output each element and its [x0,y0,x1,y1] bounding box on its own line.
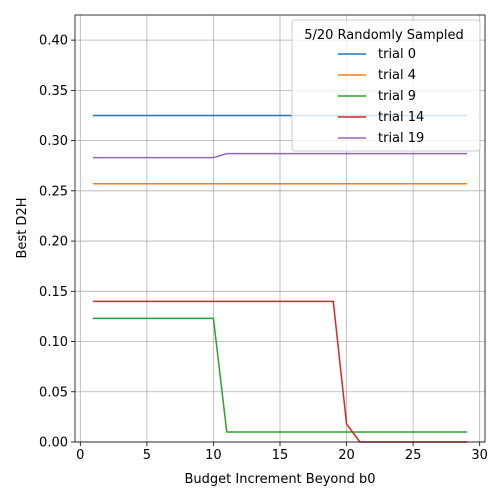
y-tick-label: 0.30 [39,134,68,149]
x-axis-ticks: 0 5 10 15 20 25 30 [76,442,488,463]
y-tick-label: 0.20 [39,235,68,250]
y-tick-label: 0.05 [39,385,68,400]
x-tick-label: 25 [405,448,422,463]
legend-label-trial-14: trial 14 [378,110,424,125]
y-axis-label: Best D2H [15,198,30,259]
y-tick-label: 0.00 [39,436,68,451]
y-tick-label: 0.15 [39,285,68,300]
x-tick-label: 15 [272,448,289,463]
y-axis-ticks: 0.00 0.05 0.10 0.15 0.20 0.25 0.30 0.35 0.40 [39,34,75,451]
legend-label-trial-9: trial 9 [378,89,416,104]
legend-frame [291,19,481,152]
y-tick-label: 0.40 [39,34,68,49]
legend-items: trial 0 trial 4 trial 9 trial 14 trial 19 [338,47,424,146]
y-tick-label: 0.35 [39,84,68,99]
x-tick-label: 10 [205,448,222,463]
legend-title: 5/20 Randomly Sampled [304,28,464,43]
series-line-trial-19 [92,152,468,159]
x-axis-label: Budget Increment Beyond b0 [184,472,375,487]
x-tick-label: 0 [76,448,84,463]
y-tick-label: 0.10 [39,335,68,350]
x-tick-label: 5 [143,448,151,463]
legend-label-trial-0: trial 0 [378,47,416,62]
x-tick-label: 30 [471,448,488,463]
legend-label-trial-19: trial 19 [378,131,424,146]
x-tick-label: 20 [338,448,355,463]
y-tick-label: 0.25 [39,184,68,199]
series-line-trial-9 [92,317,468,433]
legend-label-trial-4: trial 4 [378,68,416,83]
